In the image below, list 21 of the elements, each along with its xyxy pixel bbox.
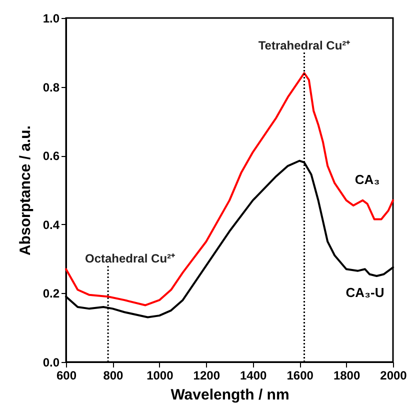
- y-tick-label: 1.0: [42, 12, 60, 26]
- y-tick-label: 0.6: [42, 149, 60, 164]
- x-tick-label: 600: [56, 368, 77, 382]
- series-label: CA₃-U: [346, 285, 384, 300]
- x-axis-title: Wavelength / nm: [170, 386, 290, 404]
- y-tick-label: 0.4: [42, 218, 60, 232]
- annotation: Octahedral Cu²⁺: [84, 252, 176, 266]
- x-tick-label: 1200: [193, 368, 220, 382]
- y-tick-label: 0.8: [42, 80, 60, 94]
- x-tick-label: 1000: [146, 368, 174, 382]
- x-tick-label: 1400: [240, 368, 268, 382]
- x-tick-label: 2000: [380, 368, 408, 382]
- y-axis-title: Absorptance / a.u.: [16, 125, 34, 256]
- y-tick-label: 0.0: [42, 356, 60, 370]
- x-tick-label: 800: [103, 368, 124, 382]
- x-tick-label: 1800: [333, 368, 360, 382]
- line-series: [65, 72, 394, 306]
- annotation: Tetrahedral Cu²⁺: [258, 38, 350, 52]
- series-label: CA₃: [354, 172, 380, 187]
- x-tick-label: 1600: [286, 368, 314, 382]
- y-tick-label: 0.2: [42, 286, 60, 301]
